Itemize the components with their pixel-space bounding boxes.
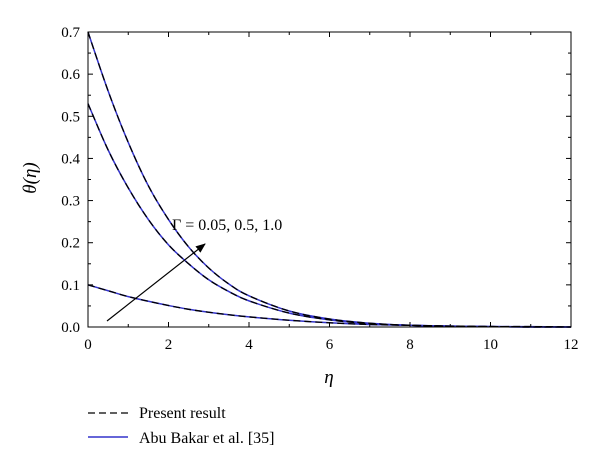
y-tick-label: 0.7 xyxy=(61,25,80,41)
abu-bakar-line-1 xyxy=(87,284,572,328)
x-tick-label: 8 xyxy=(406,337,414,353)
x-tick-label: 4 xyxy=(245,337,253,353)
annotation-label: Γ = 0.05, 0.5, 1.0 xyxy=(172,217,282,234)
y-tick-label: 0.5 xyxy=(61,109,80,125)
annotation-arrow xyxy=(106,243,206,322)
series-curves xyxy=(87,31,572,328)
y-tick-label: 0.2 xyxy=(61,236,80,252)
y-tick-label: 0.0 xyxy=(61,320,80,336)
y-tick-label: 0.6 xyxy=(61,67,80,83)
present-result-line-2 xyxy=(87,103,572,328)
x-tick-label: 2 xyxy=(165,337,173,353)
present-result-line-1 xyxy=(87,284,572,328)
x-tick-label: 6 xyxy=(326,337,334,353)
axis-ticks xyxy=(87,31,572,328)
x-tick-label: 0 xyxy=(84,337,92,353)
axis-tick-labels: 0 2 4 6 8 10 12 0.0 0.1 0.2 0.3 0.4 0.5 0.6 0.7 xyxy=(61,25,578,353)
present-result-line-3 xyxy=(87,31,572,328)
y-tick-label: 0.1 xyxy=(61,278,80,294)
abu-bakar-line-2 xyxy=(87,103,572,328)
legend-label-present: Present result xyxy=(139,405,226,422)
legend-label-abu-bakar: Abu Bakar et al. [35] xyxy=(139,430,275,447)
legend: Present result Abu Bakar et al. [35] xyxy=(88,405,275,447)
y-axis-label: θ(η) xyxy=(20,162,41,193)
y-tick-label: 0.3 xyxy=(61,194,80,210)
y-tick-label: 0.4 xyxy=(61,151,80,167)
x-tick-label: 10 xyxy=(483,337,498,353)
abu-bakar-line-3 xyxy=(87,31,572,328)
plot-frame xyxy=(87,31,572,328)
x-tick-label: 12 xyxy=(564,337,579,353)
x-axis-label: η xyxy=(324,367,333,388)
